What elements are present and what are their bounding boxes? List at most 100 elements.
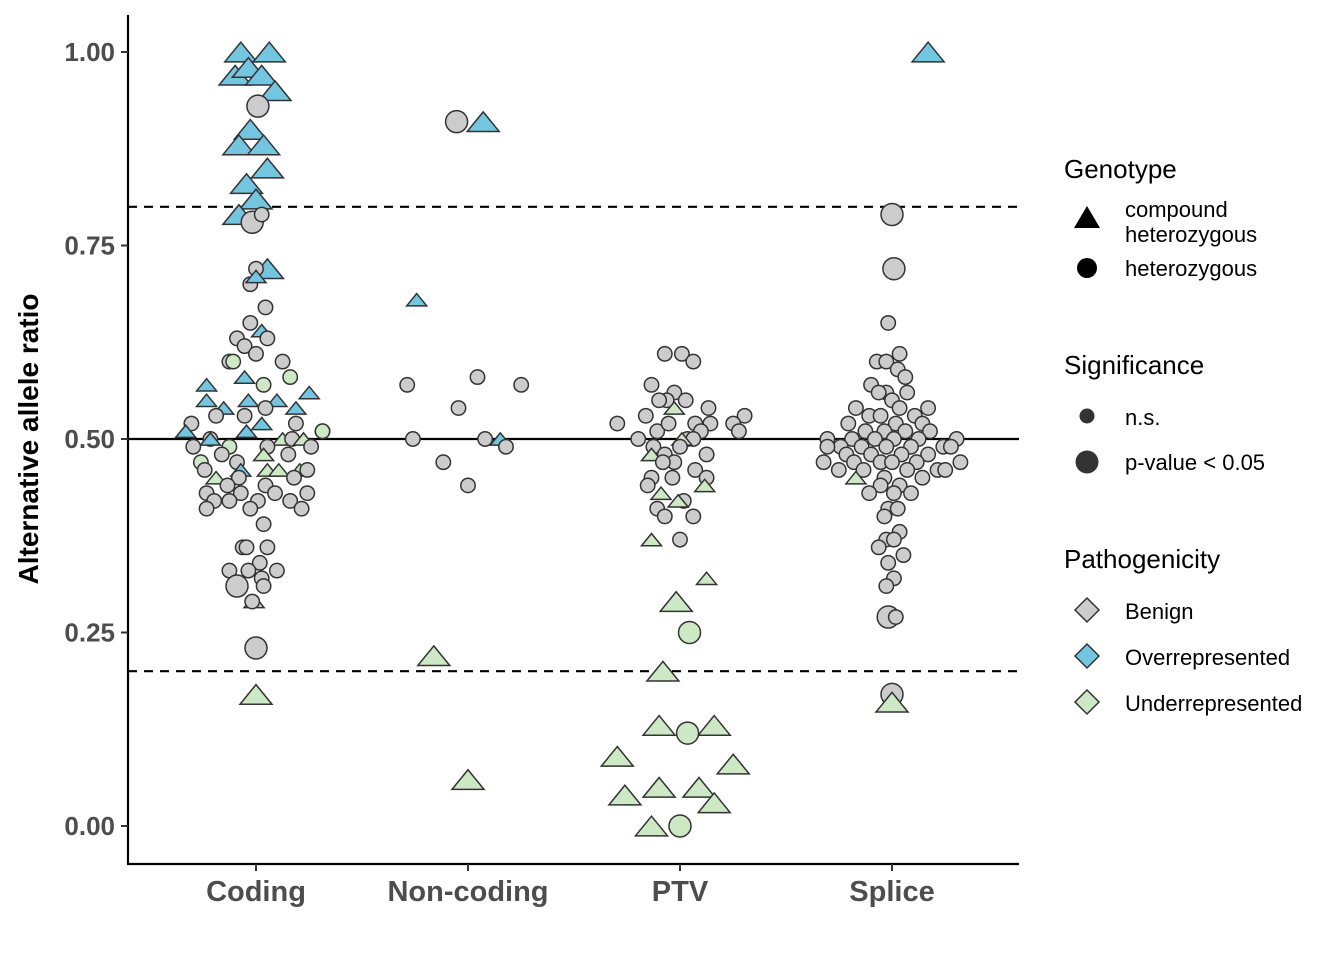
data-point (649, 485, 673, 501)
legend-significance-title: Significance (1064, 350, 1204, 380)
data-point (649, 423, 666, 440)
data-point (174, 423, 198, 439)
data-point (897, 423, 914, 440)
data-point (251, 554, 268, 571)
data-point (450, 768, 486, 791)
data-point (897, 369, 914, 386)
data-point (899, 462, 916, 478)
data-point (255, 376, 272, 393)
legend-pathogenicity-label-3: Underrepresented (1125, 691, 1302, 716)
data-point (952, 454, 969, 471)
data-point (643, 376, 660, 393)
data-point (668, 814, 692, 838)
data-point (672, 438, 688, 455)
data-point (895, 547, 912, 564)
data-point (286, 469, 302, 486)
legend-benign-diamond-icon (1073, 596, 1101, 624)
data-point (672, 531, 688, 548)
data-point (236, 338, 253, 355)
data-point (891, 400, 908, 416)
legend-overrepresented-diamond-icon (1073, 642, 1101, 670)
data-point (645, 660, 681, 682)
data-point (844, 470, 868, 485)
data-point (607, 784, 643, 806)
data-point (664, 469, 681, 486)
data-point (840, 415, 857, 432)
x-ticks: Coding Non-coding PTV Splice (206, 864, 935, 908)
data-point (238, 188, 274, 210)
data-point (469, 369, 486, 386)
data-point (244, 64, 280, 86)
data-point (922, 423, 938, 440)
data-point (284, 400, 308, 415)
data-point (213, 446, 230, 463)
data-point (257, 79, 293, 102)
data-point (208, 407, 225, 424)
data-point (633, 814, 670, 837)
data-point (660, 415, 677, 432)
data-point (225, 353, 242, 370)
y-tick-label: 1.00 (64, 37, 115, 67)
data-point (910, 40, 946, 63)
legend-circle-icon (1077, 258, 1097, 278)
data-point (884, 454, 900, 471)
data-point (314, 423, 331, 440)
data-point (885, 531, 902, 548)
data-point (899, 384, 916, 401)
data-point (251, 40, 287, 63)
data-point (673, 345, 690, 362)
data-point (259, 539, 276, 556)
data-point (513, 376, 530, 393)
data-point (641, 714, 677, 736)
data-point (880, 554, 897, 571)
data-point (465, 110, 501, 133)
data-point (830, 462, 847, 478)
data-point (882, 256, 906, 281)
data-point (698, 446, 715, 463)
data-point (885, 485, 902, 502)
data-point (248, 345, 264, 362)
data-point (677, 392, 694, 409)
data-point (920, 446, 937, 463)
legend-significance-label-2: p-value < 0.05 (1125, 450, 1265, 475)
data-point (267, 485, 283, 502)
y-axis-title: Alternative allele ratio (13, 293, 44, 584)
data-point (246, 94, 270, 118)
legend-genotype-label-2: heterozygous (1125, 256, 1257, 281)
data-point (861, 485, 878, 502)
legend-pathogenicity: Pathogenicity Benign Overrepresented Und… (1064, 544, 1302, 716)
y-ticks: 0.00 0.25 0.50 0.75 1.00 (64, 37, 128, 841)
data-point (630, 431, 647, 447)
data-point (249, 157, 285, 179)
legend-significance-label-1: n.s. (1125, 405, 1160, 430)
data-point (887, 609, 904, 625)
data-point (195, 377, 219, 392)
data-point (639, 477, 656, 494)
legend-underrepresented-diamond-icon (1073, 688, 1101, 716)
data-point (498, 438, 514, 455)
legend-triangle-icon (1074, 206, 1100, 228)
data-point (878, 578, 895, 595)
data-point (230, 469, 247, 486)
data-point (236, 392, 260, 408)
data-point (715, 753, 751, 775)
data-point (223, 40, 259, 63)
data-point (405, 292, 429, 307)
data-point (460, 477, 476, 494)
data-point (287, 415, 304, 432)
data-point (246, 133, 282, 156)
data-point (891, 345, 908, 362)
data-point (242, 314, 259, 331)
x-tick-label: Splice (849, 876, 934, 908)
data-point (662, 400, 686, 415)
data-point (656, 508, 673, 525)
data-point (651, 392, 668, 409)
data-point (847, 400, 864, 416)
data-point (914, 469, 931, 486)
legend-genotype: Genotype compound heterozygous heterozyg… (1064, 154, 1257, 281)
data-point (685, 353, 702, 370)
y-tick-label: 0.50 (64, 424, 115, 454)
x-tick-label: PTV (652, 876, 709, 908)
data-point (250, 416, 274, 431)
data-point (244, 269, 268, 284)
